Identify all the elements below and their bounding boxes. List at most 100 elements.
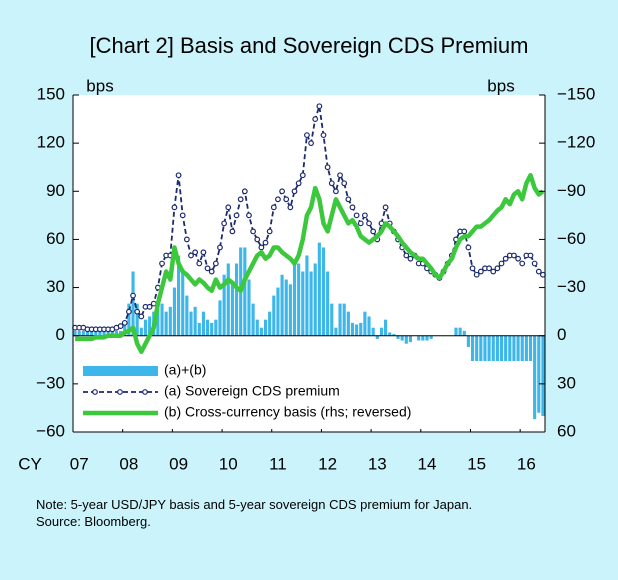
bar: [276, 287, 280, 336]
bar: [317, 242, 321, 336]
bar: [280, 274, 284, 336]
x-axis-label: CY: [18, 454, 42, 473]
line-marker: [333, 188, 339, 195]
bar: [73, 330, 77, 336]
line-marker: [511, 252, 517, 259]
bar: [466, 335, 470, 347]
line-marker: [498, 260, 505, 267]
y-tick-label: 90: [46, 181, 65, 200]
bar: [375, 335, 379, 339]
bar: [417, 335, 421, 341]
bar: [197, 322, 201, 336]
bar: [392, 334, 396, 336]
bar: [541, 335, 545, 416]
line-marker: [461, 228, 468, 235]
line-marker: [353, 212, 360, 219]
bar: [222, 274, 226, 336]
line-marker: [117, 323, 124, 329]
line-marker: [208, 268, 215, 275]
notes: Note: 5-year USD/JPY basis and 5-year so…: [36, 496, 596, 530]
bar: [263, 319, 268, 336]
bar: [470, 335, 475, 373]
line-marker: [473, 271, 480, 278]
bar: [110, 330, 114, 336]
line-marker: [502, 255, 509, 262]
line-marker: [535, 268, 542, 275]
x-tick-label: 08: [119, 454, 138, 473]
line-marker: [192, 249, 199, 256]
x-tick-label: 13: [368, 454, 387, 473]
line-marker: [531, 260, 538, 267]
line-marker: [237, 196, 244, 203]
bar: [313, 263, 317, 336]
bar: [168, 306, 172, 336]
chart: [Chart 2] Basis and Sovereign CDS Premiu…: [18, 33, 595, 474]
bar: [334, 327, 338, 336]
legend-label: (b) Cross-currency basis (rhs; reversed): [164, 404, 411, 420]
y2-tick-label: −90: [557, 181, 586, 200]
line-marker: [328, 180, 335, 187]
line-marker: [241, 188, 248, 195]
bar: [367, 316, 371, 336]
bar: [338, 303, 342, 336]
line-marker: [146, 303, 153, 310]
bar: [330, 303, 334, 336]
bar: [205, 319, 210, 336]
line-marker: [221, 220, 228, 227]
line-marker: [183, 236, 190, 243]
line-marker: [179, 212, 186, 219]
bar: [396, 335, 400, 339]
line-marker: [121, 319, 128, 326]
line-marker: [204, 265, 211, 272]
line-marker: [295, 180, 302, 187]
bar: [77, 330, 81, 336]
bar: [226, 263, 230, 336]
line-marker: [188, 252, 194, 259]
line-marker: [250, 228, 257, 235]
bar: [297, 263, 301, 336]
line-marker: [196, 260, 203, 267]
line-marker: [266, 228, 273, 235]
line-marker: [171, 204, 178, 211]
line-marker: [138, 313, 145, 320]
line-marker: [299, 172, 306, 179]
line-marker: [337, 172, 343, 179]
line-marker: [200, 249, 207, 256]
bar: [247, 279, 251, 336]
line-marker: [308, 140, 314, 147]
line-marker: [130, 292, 136, 299]
bar: [371, 327, 375, 336]
line-series: [75, 172, 545, 355]
bar: [139, 327, 143, 336]
line-marker: [494, 265, 501, 272]
line-marker: [212, 260, 219, 267]
line-marker: [527, 252, 534, 259]
y2-tick-label: 60: [557, 421, 576, 440]
bar: [305, 255, 309, 336]
x-tick-label: 09: [169, 454, 188, 473]
bar: [177, 255, 181, 336]
legend-marker: [117, 389, 123, 395]
line-marker: [316, 103, 323, 110]
bar: [255, 319, 259, 336]
line-marker: [366, 220, 372, 227]
bar: [160, 303, 164, 336]
line-marker: [382, 204, 389, 211]
line-marker: [370, 228, 377, 235]
bar: [425, 335, 429, 341]
y2-tick-label: −120: [557, 133, 595, 152]
bar: [85, 330, 90, 336]
bar: [156, 306, 160, 336]
x-tick-label: 15: [467, 454, 486, 473]
bar: [458, 327, 462, 336]
y-tick-label: −60: [36, 421, 65, 440]
bar: [234, 263, 239, 336]
line-marker: [283, 196, 290, 203]
line-marker: [279, 188, 285, 195]
line-marker: [477, 268, 484, 275]
bar: [400, 335, 404, 341]
bar: [454, 327, 458, 336]
line-marker: [175, 172, 182, 179]
bar: [355, 324, 359, 336]
